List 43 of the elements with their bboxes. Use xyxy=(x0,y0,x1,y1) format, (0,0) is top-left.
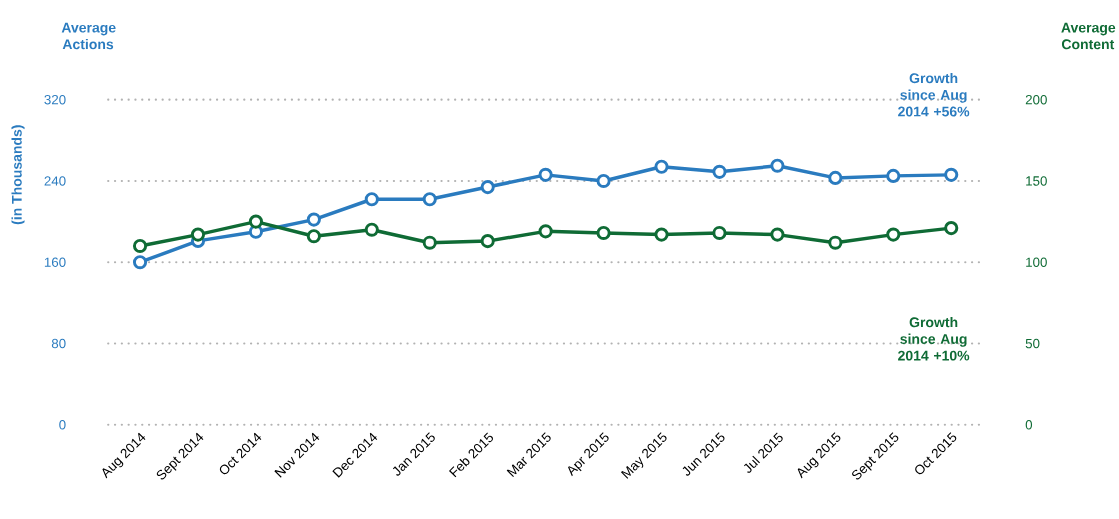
point xyxy=(886,227,901,242)
point xyxy=(306,212,321,227)
y-tick-label: 320 xyxy=(44,95,66,105)
point xyxy=(828,170,843,186)
y2-axis-title: Average Content xyxy=(1061,22,1116,50)
y2-tick-label: 0 xyxy=(1025,420,1033,430)
y2-tick-label: 100 xyxy=(1026,257,1047,268)
point xyxy=(422,235,437,250)
point xyxy=(538,224,553,239)
point xyxy=(422,192,437,207)
point xyxy=(364,222,379,237)
y-axis-title: (in Thousands) xyxy=(11,125,25,225)
y2-tick-label: 200 xyxy=(1025,95,1047,105)
point xyxy=(132,255,148,270)
y2-tick-label: 150 xyxy=(1026,176,1047,186)
y-tick-label: 80 xyxy=(51,338,66,349)
point xyxy=(886,168,901,184)
point xyxy=(770,227,785,242)
point xyxy=(828,235,843,250)
point xyxy=(944,167,959,183)
point xyxy=(712,164,727,179)
y-tick-label: 0 xyxy=(59,420,66,430)
point xyxy=(596,226,611,241)
point xyxy=(596,173,611,189)
point xyxy=(364,192,379,207)
point xyxy=(132,239,148,254)
point xyxy=(248,214,264,229)
y-tick-label: 240 xyxy=(44,176,66,186)
y2-tick-label: 50 xyxy=(1025,338,1040,349)
annotation: Growth since Aug 2014 +10% xyxy=(898,317,970,361)
point xyxy=(480,180,495,195)
point xyxy=(654,159,669,174)
point xyxy=(712,226,727,241)
text: Average Actions xyxy=(61,22,116,50)
y-tick-label: 160 xyxy=(44,257,66,268)
point xyxy=(190,227,206,242)
point xyxy=(944,221,959,236)
point xyxy=(538,167,553,183)
point xyxy=(480,234,495,249)
point xyxy=(306,229,321,244)
point xyxy=(654,227,669,242)
point xyxy=(770,158,785,173)
annotation: Growth since Aug 2014 +56% xyxy=(898,72,970,117)
